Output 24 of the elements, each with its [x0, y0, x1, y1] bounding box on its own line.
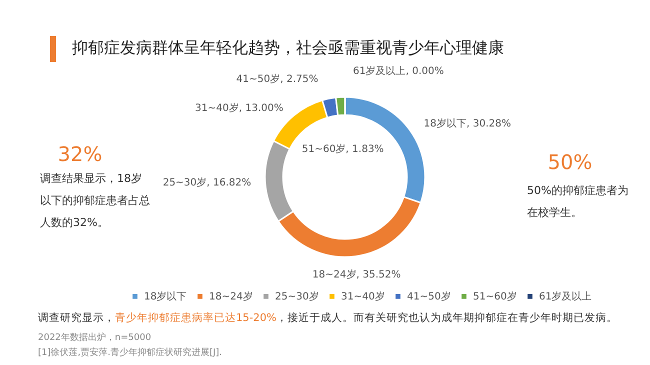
legend-label: 18岁以下 [144, 290, 187, 302]
data-label: 41~50岁, 2.75% [236, 72, 318, 85]
chart-title: 抑郁症发病群体呈年轻化趋势，社会亟需重视青少年心理健康 [72, 38, 504, 59]
legend-label: 61岁及以上 [539, 290, 592, 302]
data-label: 18岁以下, 30.28% [424, 117, 512, 130]
data-label: 25~30岁, 16.82% [162, 176, 252, 188]
legend-label: 51~60岁 [473, 290, 517, 302]
text: ，接近于成人。而有关研究也认为成年期抑郁症在青少年时期已发病。 [276, 312, 618, 324]
text: 32% [56, 142, 104, 166]
legend-label: 31~40岁 [341, 290, 385, 302]
text: 调查结果显示，18岁以下的抑郁症患者占总人数的32%。 [40, 171, 150, 231]
text: 青少年抑郁症患病率已达15-20% [115, 312, 276, 324]
data-label: 18~24岁, 35.52% [312, 268, 401, 280]
text: 2022年数据出炉，n=5000 [38, 332, 152, 344]
text: [1]徐伏莲,贾安萍.青少年抑郁症状研究进展[J]. [38, 346, 224, 359]
legend-label: 25~30岁 [275, 290, 319, 302]
legend-label: 41~50岁 [407, 290, 451, 302]
data-label: 51~60岁, 1.83% [302, 143, 384, 156]
text: 50% [546, 150, 594, 174]
text: 50%的抑郁症患者为在校学生。 [527, 183, 630, 221]
text: 61岁及以上, 0.00% [353, 66, 444, 77]
data-label: 31~40岁, 13.00% [195, 102, 284, 114]
legend-label: 18~24岁 [209, 290, 253, 302]
text: 调查研究显示， [38, 312, 115, 324]
